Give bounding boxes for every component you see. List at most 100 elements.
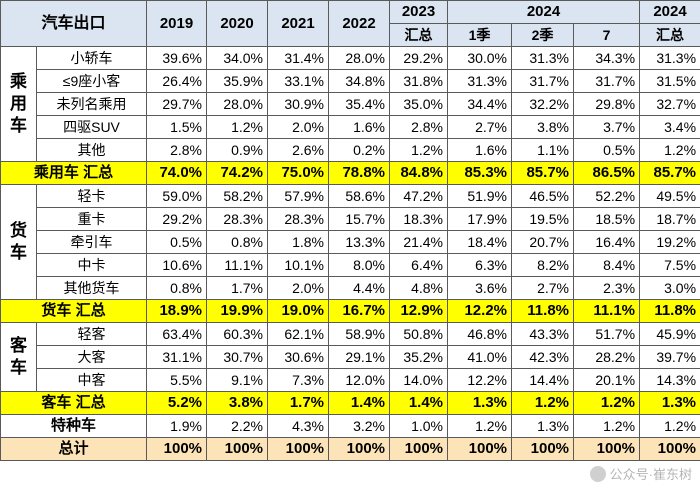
table-row: 牵引车 0.5% 0.8% 1.8% 13.3% 21.4% 18.4% 20.7% 16.4%… (1, 230, 700, 254)
table-row: 其他货车 0.8% 1.7% 2.0% 4.4% 4.8% 3.6% 2.7% 2.3% 3.0% (1, 276, 700, 300)
group-label-bus: 客车 (0, 322, 37, 392)
value-cell: 35.4% (328, 92, 391, 116)
value-cell: 29.1% (328, 345, 391, 369)
header-q1: 1季 (447, 23, 513, 47)
value-cell: 3.8% (511, 115, 575, 139)
value-cell: 75.0% (267, 161, 330, 185)
value-cell: 86.5% (573, 161, 641, 185)
value-cell: 1.1% (511, 138, 575, 162)
value-cell: 8.4% (573, 253, 641, 277)
value-cell: 1.2% (447, 414, 513, 438)
value-cell: 1.3% (639, 391, 700, 415)
value-cell: 12.2% (447, 368, 513, 392)
value-cell: 31.7% (511, 69, 575, 93)
table-row: 其他 2.8% 0.9% 2.6% 0.2% 1.2% 1.6% 1.1% 0.5% 1.2% (1, 138, 700, 162)
value-cell: 50.8% (389, 322, 449, 346)
value-cell: 31.7% (573, 69, 641, 93)
table-row: 重卡 29.2% 28.3% 28.3% 15.7% 18.3% 17.9% 19.5% 18.… (1, 207, 700, 231)
group-char: 用 (10, 94, 27, 113)
value-cell: 100% (389, 437, 449, 461)
value-cell: 2.0% (267, 276, 330, 300)
group-char: 车 (10, 358, 27, 377)
table-row: 中客 5.5% 9.1% 7.3% 12.0% 14.0% 12.2% 14.4% 20.1% 1… (1, 368, 700, 392)
value-cell: 3.4% (639, 115, 700, 139)
value-cell: 49.5% (639, 184, 700, 208)
value-cell: 5.2% (146, 391, 208, 415)
group-label-passenger: 乘用车 (0, 46, 37, 162)
group-char: 乘 (10, 72, 27, 91)
value-cell: 28.0% (206, 92, 269, 116)
value-cell: 34.4% (447, 92, 513, 116)
value-cell: 29.7% (146, 92, 208, 116)
value-cell: 84.8% (389, 161, 449, 185)
table-row: ≤9座小客 26.4% 35.9% 33.1% 34.8% 31.8% 31.3% 31.7%… (1, 69, 700, 93)
value-cell: 31.4% (267, 46, 330, 70)
value-cell: 3.7% (573, 115, 641, 139)
value-cell: 85.7% (639, 161, 700, 185)
group-char: 货 (10, 221, 27, 240)
value-cell: 2.2% (206, 414, 269, 438)
value-cell: 30.0% (447, 46, 513, 70)
value-cell: 18.3% (389, 207, 449, 231)
value-cell: 10.1% (267, 253, 330, 277)
value-cell: 1.2% (639, 414, 700, 438)
row-label: 四驱SUV (35, 115, 148, 139)
value-cell: 19.2% (639, 230, 700, 254)
value-cell: 3.6% (447, 276, 513, 300)
value-cell: 100% (206, 437, 269, 461)
value-cell: 1.0% (389, 414, 449, 438)
value-cell: 2.6% (267, 138, 330, 162)
value-cell: 8.0% (328, 253, 391, 277)
table-row: 乘用车小轿车 39.6% 34.0% 31.4% 28.0% 29.2% 30.0% 31.3… (0, 46, 700, 162)
value-cell: 35.0% (389, 92, 449, 116)
value-cell: 7.3% (267, 368, 330, 392)
group-label-truck: 货车 (0, 184, 37, 300)
value-cell: 100% (573, 437, 641, 461)
value-cell: 0.5% (573, 138, 641, 162)
value-cell: 6.3% (447, 253, 513, 277)
value-cell: 1.4% (328, 391, 391, 415)
value-cell: 1.2% (573, 391, 641, 415)
row-label: 总计 (0, 437, 148, 461)
value-cell: 32.2% (511, 92, 575, 116)
row-label: ≤9座小客 (35, 69, 148, 93)
value-cell: 18.9% (146, 299, 208, 323)
table-row: 总计 100% 100% 100% 100% 100% 100% 100% 100% 100% (0, 437, 700, 461)
value-cell: 11.1% (206, 253, 269, 277)
value-cell: 41.0% (447, 345, 513, 369)
value-cell: 34.3% (573, 46, 641, 70)
value-cell: 100% (328, 437, 391, 461)
value-cell: 1.7% (206, 276, 269, 300)
header-q2: 2季 (511, 23, 575, 47)
value-cell: 34.0% (206, 46, 269, 70)
value-cell: 12.0% (328, 368, 391, 392)
value-cell: 74.0% (146, 161, 208, 185)
value-cell: 100% (146, 437, 208, 461)
value-cell: 4.8% (389, 276, 449, 300)
value-cell: 2.7% (447, 115, 513, 139)
header-year-2020: 2020 (206, 0, 269, 47)
table-row: 客车 汇总 5.2% 3.8% 1.7% 1.4% 1.4% 1.3% 1.2% 1.2% 1.3… (0, 391, 700, 415)
value-cell: 14.3% (639, 368, 700, 392)
value-cell: 29.8% (573, 92, 641, 116)
value-cell: 43.3% (511, 322, 575, 346)
value-cell: 100% (447, 437, 513, 461)
value-cell: 0.8% (146, 276, 208, 300)
value-cell: 28.2% (573, 345, 641, 369)
value-cell: 18.4% (447, 230, 513, 254)
row-label: 客车 汇总 (0, 391, 148, 415)
value-cell: 2.8% (389, 115, 449, 139)
value-cell: 33.1% (267, 69, 330, 93)
value-cell: 1.7% (267, 391, 330, 415)
value-cell: 100% (267, 437, 330, 461)
value-cell: 59.0% (146, 184, 208, 208)
value-cell: 31.8% (389, 69, 449, 93)
value-cell: 3.0% (639, 276, 700, 300)
value-cell: 3.2% (328, 414, 391, 438)
header-year-2021: 2021 (267, 0, 330, 47)
value-cell: 10.6% (146, 253, 208, 277)
value-cell: 0.5% (146, 230, 208, 254)
row-label: 牵引车 (35, 230, 148, 254)
value-cell: 7.5% (639, 253, 700, 277)
header-row-2: 汇总 1季 2季 7 汇总 (1, 23, 700, 47)
